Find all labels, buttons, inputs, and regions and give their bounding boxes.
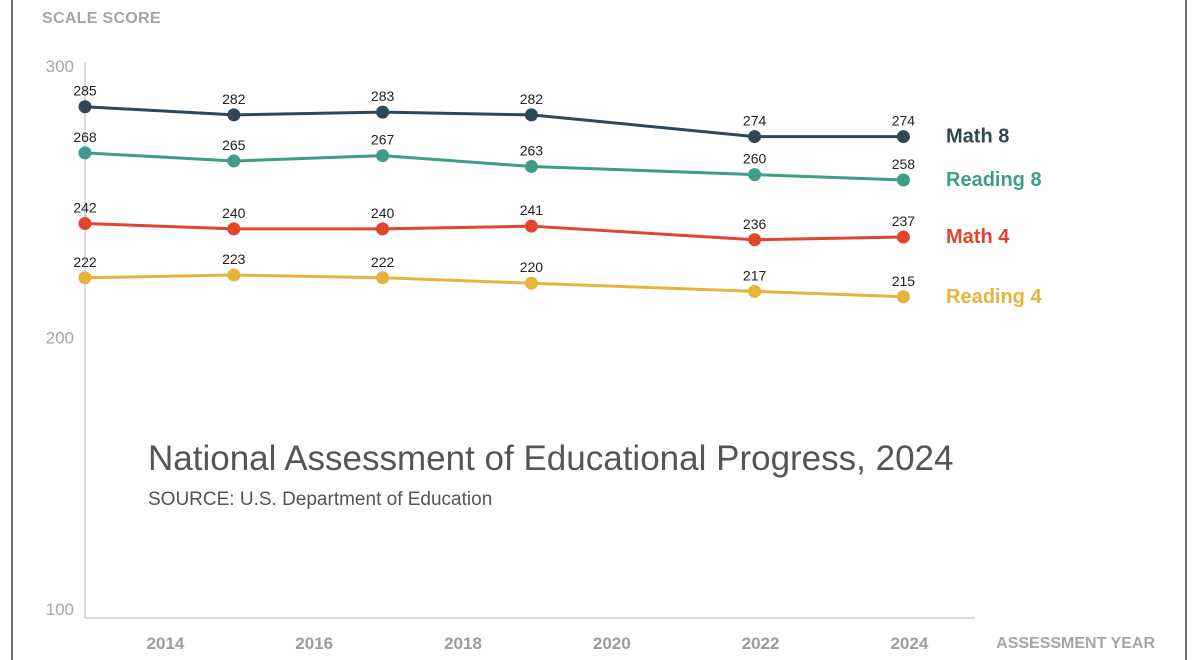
series-math-4: 242 240 240 241 236 237 Math 4 [73, 199, 1010, 248]
data-point [227, 222, 241, 236]
data-label: 222 [73, 254, 97, 270]
x-axis-title: ASSESSMENT YEAR [996, 635, 1155, 652]
series-line [83, 273, 905, 299]
data-point [524, 219, 538, 233]
data-label: 282 [222, 91, 246, 107]
series-name-label: Reading 4 [946, 286, 1042, 308]
data-label: 236 [743, 216, 767, 232]
data-label: 222 [371, 254, 395, 270]
data-point [376, 271, 390, 285]
data-point [227, 154, 241, 168]
data-label: 217 [743, 267, 767, 283]
data-point [78, 271, 92, 285]
series-line [83, 105, 905, 139]
chart-source: SOURCE: U.S. Department of Education [148, 489, 492, 510]
x-tick-label: 2024 [890, 634, 928, 653]
data-point [524, 159, 538, 173]
data-label: 274 [743, 113, 767, 129]
series-reading-4: 222 223 222 220 217 215 Reading 4 [73, 251, 1042, 308]
data-point [524, 276, 538, 290]
data-point [748, 168, 762, 182]
data-label: 283 [371, 88, 395, 104]
series-name-label: Reading 8 [946, 169, 1042, 191]
y-tick-label: 200 [46, 329, 74, 348]
data-point [376, 149, 390, 163]
data-point [78, 216, 92, 230]
chart-title: National Assessment of Educational Progr… [148, 439, 953, 478]
data-point [376, 105, 390, 119]
data-point [748, 130, 762, 144]
data-label: 242 [73, 199, 97, 215]
data-point [376, 222, 390, 236]
x-tick-label: 2016 [295, 634, 333, 653]
x-tick-label: 2018 [444, 634, 482, 653]
data-label: 241 [520, 202, 544, 218]
data-label: 265 [222, 137, 246, 153]
series-line [83, 221, 905, 242]
x-tick-label: 2014 [146, 634, 184, 653]
data-point [78, 100, 92, 114]
data-label: 263 [520, 142, 544, 158]
data-label: 267 [371, 132, 395, 148]
data-point [227, 268, 241, 282]
data-label: 237 [892, 213, 916, 229]
data-label: 258 [892, 156, 916, 172]
data-label: 274 [892, 113, 916, 129]
series-line [83, 151, 905, 182]
data-label: 240 [222, 205, 246, 221]
y-tick-label: 300 [46, 57, 74, 76]
data-label: 215 [892, 273, 916, 289]
data-label: 268 [73, 129, 97, 145]
x-tick-group: 2014 2016 2018 2020 2022 2024 [146, 634, 928, 653]
series-name-label: Math 8 [946, 126, 1009, 148]
y-axis-title: SCALE SCORE [42, 10, 161, 27]
series-name-label: Math 4 [946, 226, 1010, 248]
data-label: 220 [520, 259, 544, 275]
series-math-8: 285 282 283 282 274 274 Math 8 [73, 83, 1009, 148]
data-label: 282 [520, 91, 544, 107]
data-point [896, 290, 910, 304]
data-label: 223 [222, 251, 246, 267]
data-point [524, 108, 538, 122]
data-point [896, 130, 910, 144]
y-tick-label: 100 [46, 600, 74, 619]
chart-frame [11, 0, 1187, 660]
data-point [748, 233, 762, 247]
x-tick-label: 2022 [742, 634, 780, 653]
x-tick-label: 2020 [593, 634, 631, 653]
data-point [896, 173, 910, 187]
data-point [896, 230, 910, 244]
data-point [748, 284, 762, 298]
data-point [78, 146, 92, 160]
data-label: 260 [743, 151, 767, 167]
data-point [227, 108, 241, 122]
series-reading-8: 268 265 267 263 260 258 Reading 8 [73, 129, 1041, 191]
y-tick-group: 300 200 100 [46, 57, 74, 619]
data-label: 285 [73, 83, 97, 99]
data-label: 240 [371, 205, 395, 221]
